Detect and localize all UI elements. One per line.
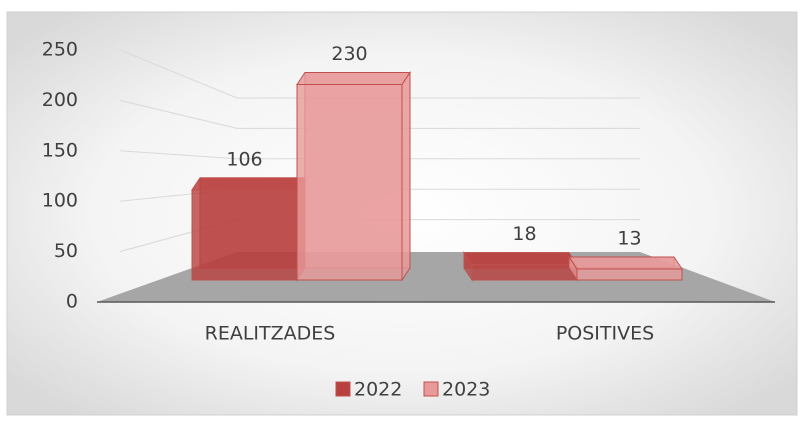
grid-line (119, 150, 640, 160)
data-label: 106 (226, 148, 262, 170)
y-tick-label: 50 (54, 240, 78, 262)
bar (463, 251, 578, 282)
grid-line (119, 49, 640, 99)
y-tick-label: 200 (42, 89, 78, 111)
x-tick-label: REALITZADES (205, 323, 336, 345)
y-tick-label: 150 (42, 139, 78, 161)
bar-top (191, 177, 306, 191)
bar-top (463, 252, 578, 266)
data-label: 18 (512, 223, 536, 245)
legend-label: 2022 (354, 379, 402, 401)
legend-swatch (423, 381, 439, 397)
bar-front (471, 264, 578, 281)
bar-front (576, 268, 683, 281)
legend-label: 2023 (442, 379, 490, 401)
y-tick-label: 0 (66, 291, 78, 313)
bar-front (296, 84, 403, 281)
data-label: 13 (617, 227, 641, 249)
bar-side (401, 70, 411, 282)
grid-line (119, 99, 640, 129)
x-tick-label: POSITIVES (556, 323, 654, 345)
legend-swatch (335, 381, 351, 397)
bar (296, 70, 411, 282)
bar (191, 176, 306, 282)
bar-top (296, 72, 411, 85)
bar (568, 255, 683, 282)
data-label: 230 (331, 43, 367, 65)
bar-top (568, 256, 683, 270)
bar-front (191, 189, 298, 281)
y-tick-label: 100 (42, 190, 78, 212)
y-tick-label: 250 (42, 39, 78, 61)
